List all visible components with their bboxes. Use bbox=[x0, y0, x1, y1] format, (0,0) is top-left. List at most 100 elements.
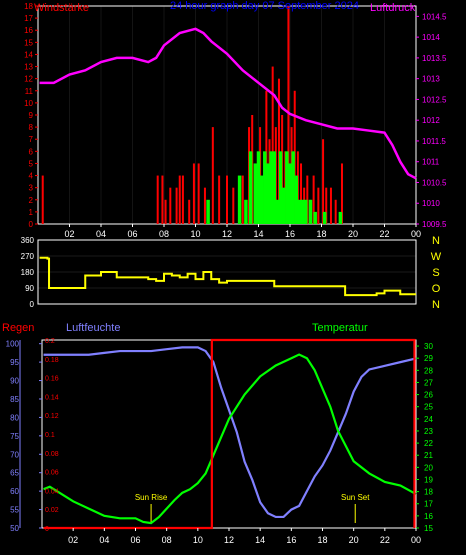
gust-bar bbox=[269, 151, 273, 224]
wind-bar bbox=[218, 175, 221, 224]
gust-bar bbox=[288, 163, 292, 224]
pressure-axis-label: Luftdruck bbox=[370, 2, 416, 14]
humidity-y-tick-label: 95 bbox=[10, 358, 19, 367]
temperature-y-tick-label: 17 bbox=[424, 500, 433, 509]
climate-x-tick-label: 12 bbox=[224, 535, 234, 545]
temperature-axis-label: Temperatur bbox=[312, 322, 368, 334]
direction-y-tick-label: 360 bbox=[21, 236, 35, 245]
pressure-y-tick-label: 1010.5 bbox=[422, 178, 447, 187]
gust-bar bbox=[272, 151, 276, 224]
gust-bar bbox=[259, 175, 264, 224]
gust-bar bbox=[313, 211, 317, 224]
wind-bar bbox=[41, 175, 44, 224]
rain-y-tick-label: 0.2 bbox=[45, 338, 55, 345]
pressure-y-tick-label: 1013 bbox=[422, 75, 440, 84]
pressure-y-tick-label: 1010 bbox=[422, 199, 440, 208]
wind-x-tick-label: 00 bbox=[411, 229, 421, 239]
wind-bar bbox=[325, 187, 328, 224]
humidity-y-tick-label: 50 bbox=[10, 524, 19, 533]
gust-bar bbox=[237, 175, 242, 224]
gust-bar bbox=[278, 151, 283, 224]
wind-bar bbox=[203, 187, 206, 224]
pressure-y-tick-label: 1012.5 bbox=[422, 95, 447, 104]
pressure-y-tick-label: 1014.5 bbox=[422, 12, 447, 21]
wind-x-tick-label: 16 bbox=[285, 229, 295, 239]
climate-x-tick-label: 16 bbox=[286, 535, 296, 545]
wind-y-tick-label: 9 bbox=[29, 111, 34, 120]
wind-bar bbox=[312, 175, 315, 224]
climate-x-tick-label: 08 bbox=[162, 535, 172, 545]
temperature-y-tick-label: 27 bbox=[424, 378, 433, 387]
wind-bar bbox=[271, 66, 274, 224]
direction-y-tick-label: 180 bbox=[21, 268, 35, 277]
wind-y-tick-label: 11 bbox=[25, 87, 34, 96]
temperature-y-tick-label: 23 bbox=[424, 427, 433, 436]
wind-y-tick-label: 7 bbox=[29, 135, 34, 144]
wind-bar bbox=[300, 163, 303, 224]
humidity-y-tick-label: 75 bbox=[10, 432, 19, 441]
gust-bar bbox=[294, 175, 299, 224]
temperature-y-tick-label: 26 bbox=[424, 391, 433, 400]
compass-label: W bbox=[431, 251, 442, 263]
rain-axis-label: Regen bbox=[2, 322, 34, 334]
temperature-line bbox=[43, 353, 417, 525]
wind-x-tick-label: 06 bbox=[127, 229, 137, 239]
temperature-y-tick-label: 30 bbox=[424, 342, 433, 351]
direction-y-tick-label: 0 bbox=[30, 300, 35, 309]
pressure-y-tick-label: 1011.5 bbox=[422, 137, 446, 146]
wind-bar bbox=[175, 187, 178, 224]
gust-bar bbox=[256, 151, 261, 224]
wind-bar bbox=[334, 199, 337, 224]
gust-bar bbox=[322, 211, 327, 224]
gust-bar bbox=[297, 199, 302, 224]
wind-bar bbox=[226, 175, 228, 224]
temperature-y-tick-label: 18 bbox=[424, 488, 433, 497]
wind-bar bbox=[340, 163, 343, 224]
gust-bar bbox=[253, 163, 258, 224]
climate-x-tick-label: 20 bbox=[349, 535, 359, 545]
wind-y-tick-label: 2 bbox=[29, 196, 34, 205]
page-title: 24 hour graph day 07 September 2024 bbox=[170, 0, 359, 12]
rain-line bbox=[43, 338, 416, 530]
humidity-y-tick-label: 70 bbox=[10, 450, 19, 459]
pressure-y-tick-label: 1014 bbox=[422, 33, 440, 42]
pressure-y-tick-label: 1011 bbox=[422, 158, 440, 167]
direction-y-tick-label: 90 bbox=[25, 284, 34, 293]
humidity-line bbox=[43, 346, 417, 519]
rain-y-tick-label: 0.04 bbox=[45, 488, 59, 495]
climate-x-tick-label: 10 bbox=[193, 535, 203, 545]
gust-bar bbox=[206, 199, 210, 224]
wind-x-tick-label: 18 bbox=[316, 229, 326, 239]
wind-bar bbox=[211, 127, 214, 224]
wind-y-tick-label: 8 bbox=[29, 123, 34, 132]
wind-bar bbox=[188, 199, 191, 224]
wind-y-tick-label: 5 bbox=[29, 159, 34, 168]
wind-bar bbox=[178, 175, 181, 224]
wind-bar bbox=[181, 175, 184, 224]
rain-y-tick-label: 0.08 bbox=[45, 451, 59, 458]
rain-y-tick-label: 0.02 bbox=[45, 507, 59, 514]
temperature-y-tick-label: 25 bbox=[424, 403, 433, 412]
wind-bar bbox=[192, 163, 195, 224]
temperature-y-tick-label: 15 bbox=[424, 524, 433, 533]
compass-label: N bbox=[432, 299, 440, 311]
temperature-y-tick-label: 21 bbox=[424, 451, 433, 460]
climate-x-tick-label: 22 bbox=[380, 535, 390, 545]
rain-y-tick-label: 0.14 bbox=[45, 394, 59, 401]
humidity-y-tick-label: 60 bbox=[10, 487, 19, 496]
wind-y-tick-label: 17 bbox=[24, 14, 33, 23]
wind-x-tick-label: 04 bbox=[96, 229, 106, 239]
wind-y-tick-label: 10 bbox=[24, 99, 33, 108]
wind-y-tick-label: 4 bbox=[29, 172, 34, 181]
gust-bar bbox=[285, 151, 289, 224]
pressure-y-tick-label: 1009.5 bbox=[422, 220, 447, 229]
wind-y-tick-label: 6 bbox=[29, 147, 34, 156]
gust-bar bbox=[248, 151, 253, 224]
rain-y-tick-label: 0.1 bbox=[45, 432, 55, 439]
gust-bar bbox=[281, 187, 286, 224]
rain-y-tick-label: 0.16 bbox=[45, 376, 59, 383]
pressure-line bbox=[39, 27, 417, 180]
climate-x-tick-label: 14 bbox=[255, 535, 265, 545]
wind-bar bbox=[287, 6, 290, 224]
